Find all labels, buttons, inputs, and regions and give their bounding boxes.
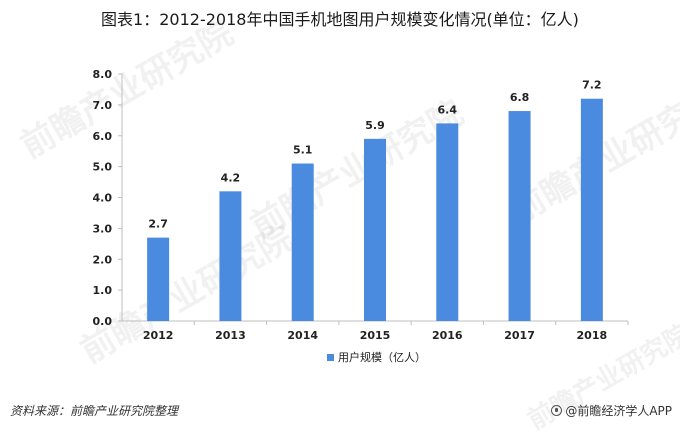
data-labels: 2.7 4.2 5.1 5.9 6.4 6.8 7.2 [148, 79, 601, 231]
x-tick-label: 2018 [577, 329, 608, 342]
chart-title: 图表1：2012-2018年中国手机地图用户规模变化情况(单位：亿人) [101, 10, 579, 29]
y-tick-label: 0.0 [93, 315, 113, 328]
brand-text: @前瞻经济学人APP [565, 404, 672, 418]
x-tick-label: 2017 [504, 329, 535, 342]
data-label-2015: 5.9 [365, 119, 385, 132]
brand-logo-icon [551, 405, 563, 416]
y-tick-label: 1.0 [93, 284, 113, 297]
bar-2016 [436, 123, 459, 322]
data-label-2017: 6.8 [510, 91, 530, 104]
bars [147, 98, 603, 322]
y-tick-label: 8.0 [93, 68, 113, 81]
y-tick-label: 2.0 [93, 253, 113, 266]
source-note: 资料来源：前瞻产业研究院整理 [10, 404, 179, 418]
legend: 用户规模（亿人） [327, 350, 426, 364]
bar-2012 [147, 237, 170, 321]
y-tick-label: 4.0 [93, 192, 113, 205]
bar-2015 [364, 138, 386, 321]
bar-2017 [508, 111, 531, 321]
bar-2013 [219, 191, 242, 321]
legend-swatch [327, 354, 334, 361]
y-tick-label: 6.0 [93, 130, 113, 143]
data-label-2014: 5.1 [293, 144, 313, 157]
y-tick-label: 5.0 [93, 161, 113, 174]
bar-2018 [580, 98, 603, 321]
brand: @前瞻经济学人APP [551, 402, 672, 419]
x-tick-label: 2016 [432, 329, 463, 342]
legend-label: 用户规模（亿人） [338, 350, 426, 364]
data-label-2013: 4.2 [221, 171, 241, 184]
x-axis: 2012 2013 2014 2015 2016 2017 2018 [122, 320, 629, 342]
x-tick-label: 2012 [143, 329, 174, 342]
y-tick-label: 7.0 [93, 99, 113, 112]
y-axis: 0.0 1.0 2.0 3.0 4.0 5.0 6.0 7.0 8.0 [93, 68, 123, 328]
data-label-2018: 7.2 [582, 79, 602, 92]
x-tick-label: 2015 [360, 329, 391, 342]
y-tick-label: 3.0 [93, 222, 113, 235]
data-label-2016: 6.4 [438, 103, 458, 116]
bar-2014 [291, 163, 314, 321]
x-tick-label: 2013 [215, 329, 246, 342]
data-label-2012: 2.7 [148, 218, 168, 231]
x-tick-label: 2014 [287, 329, 318, 342]
